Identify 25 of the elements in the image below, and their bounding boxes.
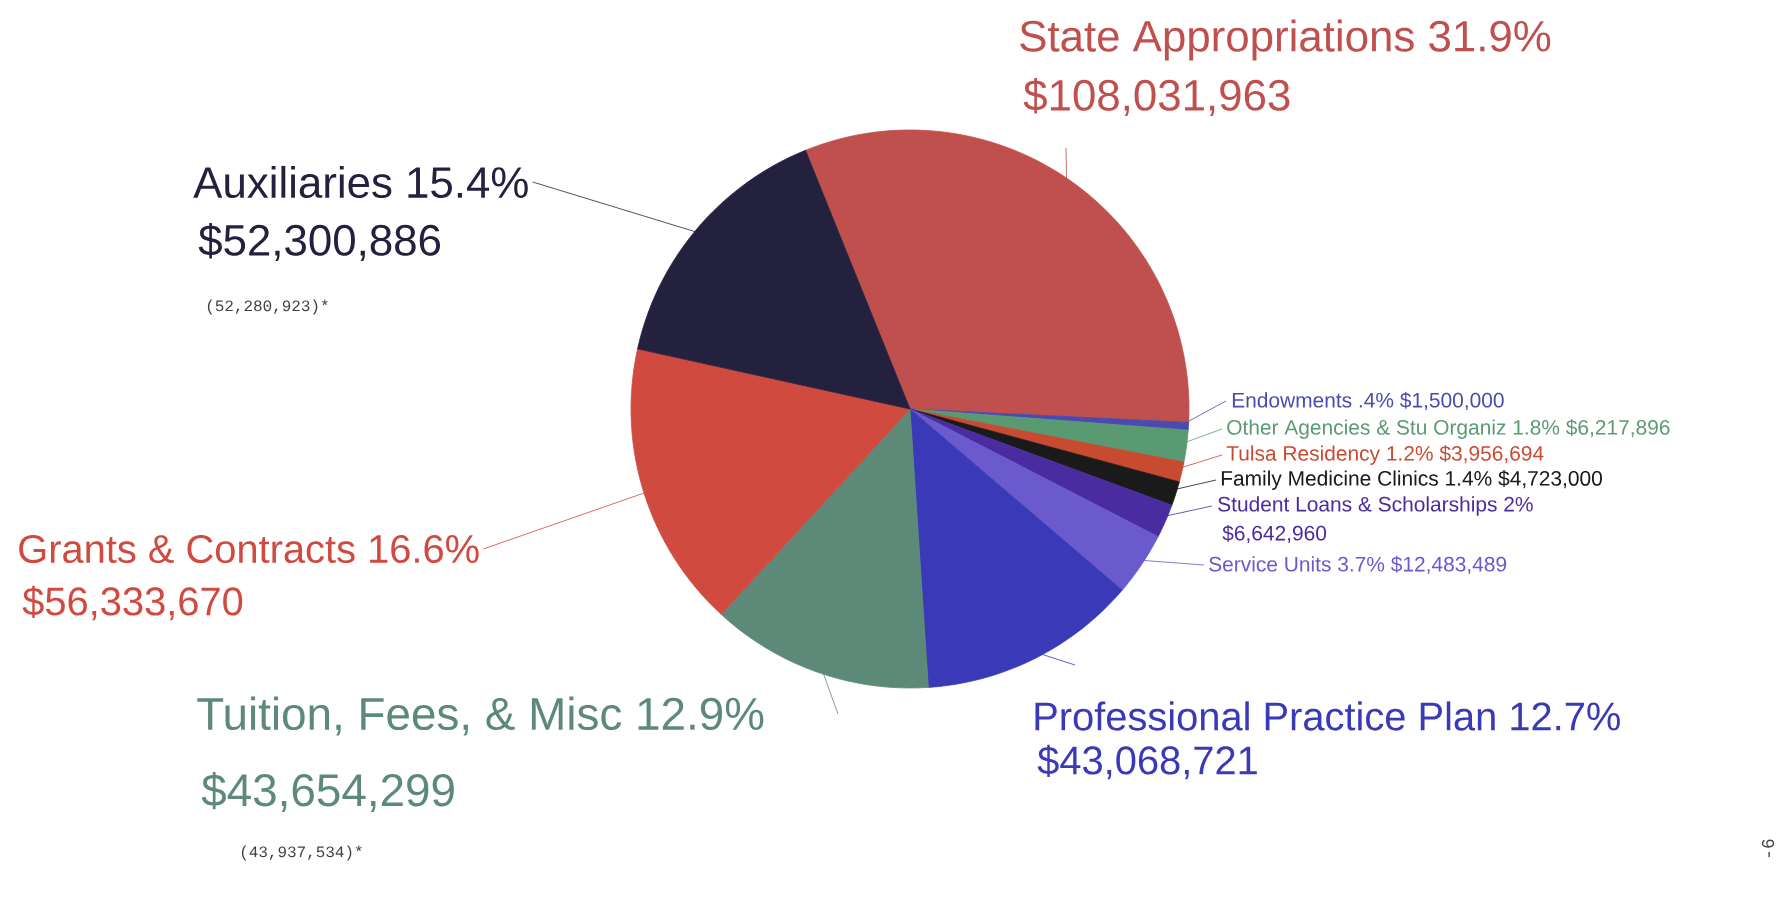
data-label: $4,723,000 [1498, 470, 1602, 489]
slice-label: State Appropriations 31.9% [1020, 19, 1551, 61]
data-label: $52,300,886 [198, 222, 441, 262]
slice-label: Family Medicine Clinics 1.4% [1221, 470, 1492, 490]
data-label: $1,500,000 [1400, 391, 1504, 411]
data-label: $3,956,694 [1439, 445, 1544, 464]
slice-label: Other Agencies & Stu Organiz 1.8% [1227, 419, 1560, 439]
slice-label: Auxiliaries 15.4% [193, 165, 528, 199]
slice-label: Grants & Contracts 16.6% [19, 534, 479, 564]
slice-label: Student Loans & Scholarships 2% [1218, 496, 1533, 516]
text: (52,280,923)* [207, 299, 328, 315]
slice-label: Service Units 3.7% [1209, 556, 1385, 572]
data-label: $56,333,670 [22, 585, 243, 621]
slice-label: Tulsa Residency 1.2% [1226, 445, 1433, 465]
slice-label: Professional Practice Plan 12.7% [1035, 701, 1620, 731]
data-label: $43,654,299 [201, 772, 454, 812]
text: (43,937,534)* [241, 845, 362, 861]
text: -6 [1761, 839, 1775, 857]
data-label: $6,642,960 [1222, 524, 1327, 544]
data-label: $6,217,896 [1566, 419, 1670, 438]
data-label: $108,031,963 [1023, 77, 1290, 117]
slice-label: Endowments .4% [1232, 392, 1394, 408]
data-label: $12,483,489 [1390, 555, 1507, 575]
data-label: $43,068,721 [1037, 744, 1257, 780]
legend-label: Tuition, Fees, & Misc 12.9% [197, 696, 764, 736]
